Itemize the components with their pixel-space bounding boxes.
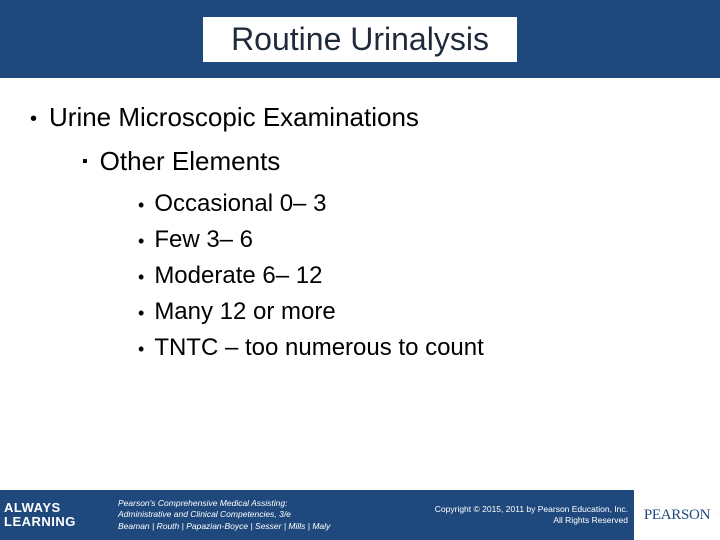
footer-bar: ALWAYS LEARNING Pearson's Comprehensive … bbox=[0, 490, 720, 540]
title-band: Routine Urinalysis bbox=[0, 0, 720, 78]
copy-line: Copyright © 2015, 2011 by Pearson Educat… bbox=[352, 504, 628, 515]
bullet-square-icon: ▪ bbox=[82, 146, 88, 178]
book-line: Pearson's Comprehensive Medical Assistin… bbox=[118, 498, 352, 509]
slide-title: Routine Urinalysis bbox=[203, 17, 517, 62]
slide-content: • Urine Microscopic Examinations ▪ Other… bbox=[0, 78, 720, 364]
bullet-dot-icon: • bbox=[138, 334, 144, 364]
bullet-dot-icon: • bbox=[138, 298, 144, 328]
level2-text: Other Elements bbox=[100, 146, 281, 177]
item-text: Many 12 or more bbox=[154, 298, 335, 326]
book-info: Pearson's Comprehensive Medical Assistin… bbox=[112, 498, 352, 531]
item-text: Moderate 6– 12 bbox=[154, 262, 322, 290]
level1-text: Urine Microscopic Examinations bbox=[49, 102, 419, 133]
bullet-dot-icon: • bbox=[138, 226, 144, 256]
item-text: Occasional 0– 3 bbox=[154, 190, 326, 218]
bullet-dot-icon: • bbox=[138, 262, 144, 292]
logo-text: PEARSON bbox=[644, 507, 710, 524]
list-item: • Occasional 0– 3 bbox=[138, 190, 690, 220]
tagline-line2: LEARNING bbox=[4, 515, 76, 529]
list-item: • Many 12 or more bbox=[138, 298, 690, 328]
copyright: Copyright © 2015, 2011 by Pearson Educat… bbox=[352, 504, 634, 526]
bullet-dot-icon: • bbox=[30, 102, 37, 136]
pearson-logo: PEARSON bbox=[634, 490, 720, 540]
list-item: • Few 3– 6 bbox=[138, 226, 690, 256]
tagline: ALWAYS LEARNING bbox=[0, 490, 112, 540]
list-item: • Moderate 6– 12 bbox=[138, 262, 690, 292]
bullet-level-1: • Urine Microscopic Examinations bbox=[30, 102, 690, 136]
item-text: TNTC – too numerous to count bbox=[154, 334, 483, 362]
level3-list: • Occasional 0– 3 • Few 3– 6 • Moderate … bbox=[138, 190, 690, 364]
list-item: • TNTC – too numerous to count bbox=[138, 334, 690, 364]
bullet-dot-icon: • bbox=[138, 190, 144, 220]
copy-line: All Rights Reserved bbox=[352, 515, 628, 526]
book-line: Beaman | Routh | Papazian-Boyce | Sesser… bbox=[118, 521, 352, 532]
book-line: Administrative and Clinical Competencies… bbox=[118, 509, 352, 520]
tagline-line1: ALWAYS bbox=[4, 501, 61, 515]
bullet-level-2: ▪ Other Elements bbox=[82, 146, 690, 178]
item-text: Few 3– 6 bbox=[154, 226, 253, 254]
